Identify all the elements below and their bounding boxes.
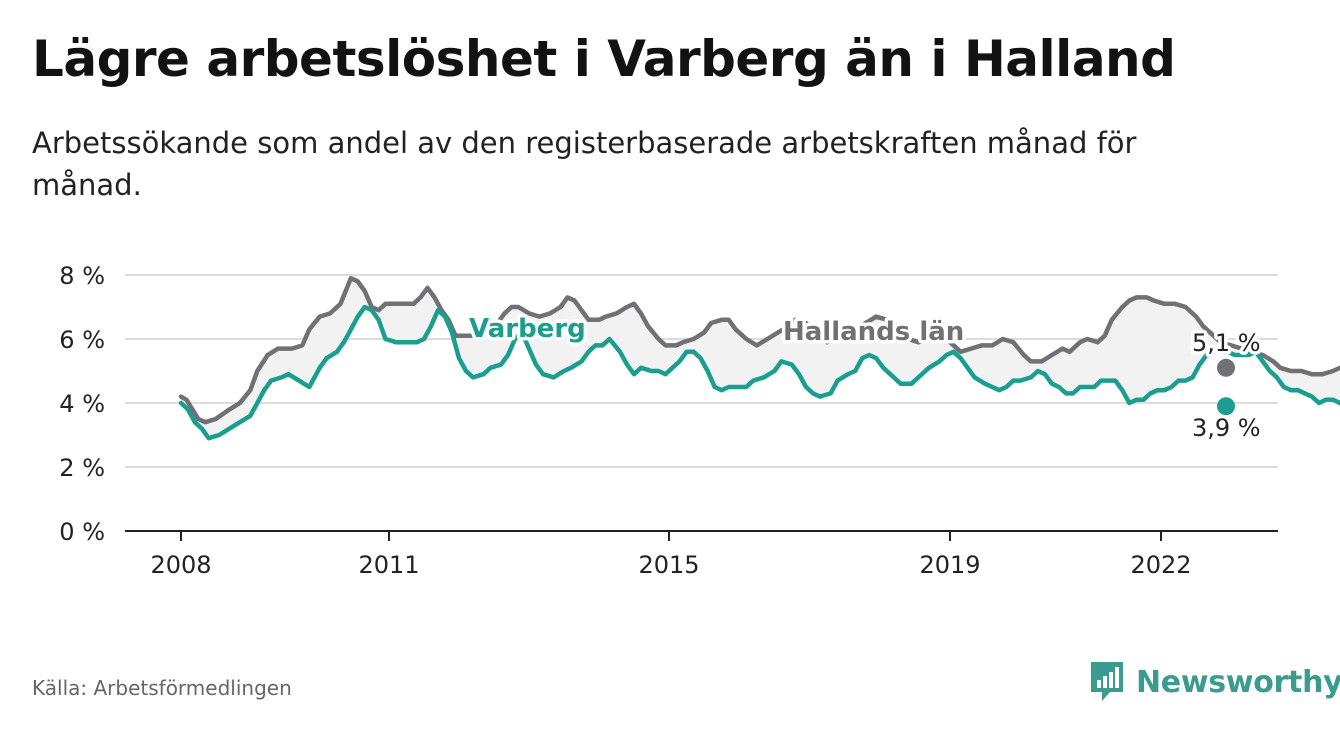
- y-tick-label: 8 %: [59, 262, 105, 290]
- chart-subtitle: Arbetssökande som andel av den registerb…: [32, 126, 1137, 202]
- series-label-hallands-halo: Hallands län: [783, 317, 964, 347]
- line-chart: 0 % 2 % 4 % 6 % 8 % 2008 2011 2015 2019 2022 Hall…: [59, 262, 1340, 579]
- x-tick-label: 2019: [919, 551, 980, 579]
- series-line-varberg: [178, 304, 1340, 441]
- series-label-hallands: Hallands län: [783, 317, 964, 347]
- y-tick-label: 6 %: [59, 326, 105, 354]
- end-dot-hallands: [1217, 358, 1235, 377]
- x-tick-label: 2022: [1130, 551, 1191, 579]
- series-line-hallands: [178, 275, 1340, 425]
- series-lines: [178, 275, 1340, 441]
- series-label-varberg-halo: Varberg: [469, 314, 586, 344]
- newsworthy-logo[interactable]: Newsworthy: [1088, 660, 1340, 704]
- difference-band: [181, 278, 1340, 439]
- series-label-varberg: Varberg: [469, 314, 586, 344]
- difference-area: [181, 278, 1340, 439]
- brand-name: Newsworthy: [1136, 664, 1340, 700]
- end-label-varberg: 3,9 %: [1192, 414, 1261, 442]
- x-tick-label: 2011: [358, 551, 419, 579]
- chart-title: Lägre arbetslöshet i Varberg än i Hallan…: [32, 30, 1176, 88]
- x-tick-label: 2008: [150, 551, 211, 579]
- end-label-hallands: 5,1 %: [1192, 329, 1261, 357]
- source-note: Källa: Arbetsförmedlingen: [32, 676, 292, 700]
- y-tick-label: 0 %: [59, 518, 105, 546]
- y-tick-label: 4 %: [59, 390, 105, 418]
- end-dot-varberg: [1217, 397, 1235, 416]
- end-label-varberg-halo: 3,9 %: [1192, 414, 1261, 442]
- end-label-hallands-halo: 5,1 %: [1192, 329, 1261, 357]
- y-tick-label: 2 %: [59, 454, 105, 482]
- x-tick-label: 2015: [638, 551, 699, 579]
- axes: 0 % 2 % 4 % 6 % 8 % 2008 2011 2015 2019 2022: [59, 262, 1278, 579]
- newsworthy-icon: [1091, 662, 1123, 701]
